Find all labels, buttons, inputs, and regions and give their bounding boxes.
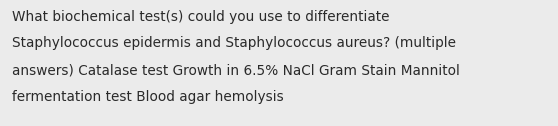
Text: fermentation test Blood agar hemolysis: fermentation test Blood agar hemolysis — [12, 89, 284, 103]
Text: answers) Catalase test Growth in 6.5% NaCl Gram Stain Mannitol: answers) Catalase test Growth in 6.5% Na… — [12, 63, 460, 77]
Text: What biochemical test(s) could you use to differentiate: What biochemical test(s) could you use t… — [12, 10, 389, 24]
Text: Staphylococcus epidermis and Staphylococcus aureus? (multiple: Staphylococcus epidermis and Staphylococ… — [12, 37, 456, 51]
